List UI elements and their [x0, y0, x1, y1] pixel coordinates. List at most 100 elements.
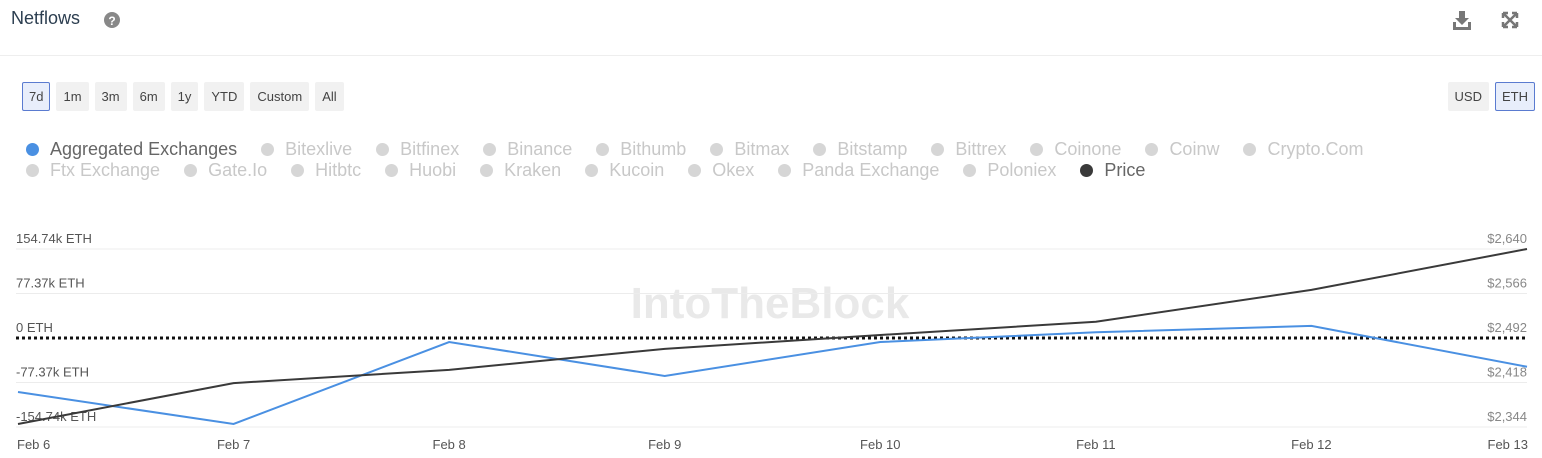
- legend-dot: [385, 164, 399, 177]
- x-tick-label: Feb 12: [1291, 437, 1331, 452]
- x-tick-label: Feb 9: [648, 437, 681, 452]
- x-tick-label: Feb 10: [860, 437, 900, 452]
- legend-item[interactable]: Bittrex: [931, 139, 1007, 159]
- help-icon[interactable]: [104, 12, 120, 28]
- y2-tick-label: $2,566: [1487, 276, 1527, 291]
- legend-item[interactable]: Bitfinex: [376, 139, 460, 159]
- legend-label: Bithumb: [620, 139, 687, 159]
- legend-item[interactable]: Huobi: [385, 160, 457, 180]
- legend-item[interactable]: Price: [1080, 160, 1146, 180]
- legend-item[interactable]: Kucoin: [585, 160, 665, 180]
- legend-dot: [261, 143, 275, 156]
- x-tick-label: Feb 13: [1488, 437, 1528, 452]
- legend-item[interactable]: Bithumb: [596, 139, 687, 159]
- legend-label: Aggregated Exchanges: [50, 139, 238, 159]
- legend-label: Poloniex: [987, 160, 1057, 180]
- range-button[interactable]: 3m: [94, 82, 127, 111]
- legend-label: Bitfinex: [400, 139, 460, 159]
- legend-item[interactable]: Bitmax: [710, 139, 790, 159]
- legend-item[interactable]: Panda Exchange: [778, 160, 940, 180]
- currency-button[interactable]: USD: [1447, 82, 1489, 111]
- currency-buttons: USD ETH: [1447, 82, 1535, 111]
- series-line: [17, 324, 1528, 426]
- legend-item[interactable]: Coinw: [1145, 139, 1220, 159]
- legend-item[interactable]: Okex: [688, 160, 755, 180]
- legend-item[interactable]: Hitbtc: [291, 160, 362, 180]
- range-button[interactable]: Custom: [250, 82, 310, 111]
- expand-icon[interactable]: [1501, 11, 1519, 29]
- y-tick-label: 77.37k ETH: [16, 276, 85, 291]
- legend-item[interactable]: Crypto.Com: [1243, 139, 1364, 159]
- range-button[interactable]: 1m: [56, 82, 89, 111]
- legend-item[interactable]: Bitstamp: [813, 139, 908, 159]
- range-buttons: 7d 1m 3m 6m 1y YTD Custom All: [22, 82, 344, 111]
- legend-label: Coinone: [1054, 139, 1122, 159]
- legend-dot: [778, 164, 792, 177]
- legend: Aggregated Exchanges Bitexlive Bitfinex Bin…: [26, 139, 1446, 180]
- watermark: IntoTheBlock: [631, 279, 910, 328]
- legend-dot: [1080, 164, 1094, 177]
- legend-dot: [291, 164, 305, 177]
- help-icon-glyph: ?: [108, 14, 115, 28]
- legend-label: Crypto.Com: [1267, 139, 1364, 159]
- legend-label: Gate.Io: [208, 160, 268, 180]
- divider: [0, 55, 1542, 56]
- title: Netflows: [11, 8, 81, 28]
- legend-label: Bitstamp: [837, 139, 908, 159]
- x-tick-label: Feb 7: [217, 437, 250, 452]
- legend-dot: [1243, 143, 1257, 156]
- x-tick-label: Feb 8: [433, 437, 466, 452]
- legend-label: Hitbtc: [315, 160, 362, 180]
- range-button[interactable]: 6m: [132, 82, 165, 111]
- legend-label: Okex: [712, 160, 755, 180]
- legend-label: Bittrex: [955, 139, 1007, 159]
- currency-button[interactable]: ETH: [1495, 82, 1535, 111]
- legend-dot: [596, 143, 610, 156]
- legend-dot: [480, 164, 494, 177]
- legend-label: Kucoin: [609, 160, 665, 180]
- legend-label: Price: [1104, 160, 1146, 180]
- legend-label: Coinw: [1169, 139, 1220, 159]
- legend-item[interactable]: Poloniex: [963, 160, 1057, 180]
- y-tick-label: -77.37k ETH: [16, 365, 89, 380]
- legend-dot: [26, 164, 39, 177]
- legend-item[interactable]: Coinone: [1030, 139, 1122, 159]
- legend-dot: [483, 143, 497, 156]
- download-icon[interactable]: [1453, 11, 1471, 30]
- legend-item[interactable]: Binance: [483, 139, 573, 159]
- legend-dot: [184, 164, 198, 177]
- legend-dot: [688, 164, 702, 177]
- legend-item[interactable]: Kraken: [480, 160, 562, 180]
- legend-dot: [1030, 143, 1044, 156]
- legend-dot: [931, 143, 945, 156]
- range-button[interactable]: All: [315, 82, 344, 111]
- legend-label: Binance: [507, 139, 573, 159]
- legend-dot: [26, 143, 39, 156]
- legend-dot: [585, 164, 599, 177]
- legend-item[interactable]: Ftx Exchange: [26, 160, 160, 180]
- legend-label: Kraken: [504, 160, 562, 180]
- legend-item[interactable]: Aggregated Exchanges: [26, 139, 238, 159]
- legend-label: Huobi: [409, 160, 457, 180]
- legend-dot: [963, 164, 977, 177]
- legend-label: Bitexlive: [285, 139, 353, 159]
- legend-item[interactable]: Bitexlive: [261, 139, 353, 159]
- y2-tick-label: $2,344: [1487, 409, 1527, 424]
- legend-dot: [813, 143, 827, 156]
- range-button[interactable]: YTD: [204, 82, 245, 111]
- legend-label: Bitmax: [734, 139, 790, 159]
- range-button[interactable]: 1y: [170, 82, 199, 111]
- legend-dot: [710, 143, 724, 156]
- legend-label: Panda Exchange: [802, 160, 940, 180]
- y2-tick-label: $2,492: [1487, 320, 1527, 335]
- legend-dot: [1145, 143, 1159, 156]
- y-tick-label: 154.74k ETH: [16, 231, 92, 246]
- range-button[interactable]: 7d: [22, 82, 51, 111]
- x-tick-label: Feb 11: [1076, 437, 1116, 452]
- y-tick-label: 0 ETH: [16, 320, 53, 335]
- x-tick-label: Feb 6: [17, 437, 50, 452]
- series-line: [17, 248, 1528, 425]
- legend-item[interactable]: Gate.Io: [184, 160, 268, 180]
